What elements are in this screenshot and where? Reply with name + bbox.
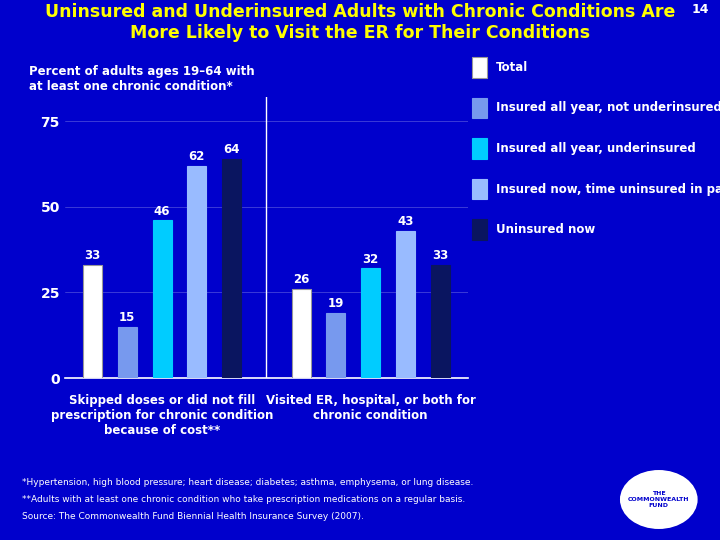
Text: THE
COMMONWEALTH
FUND: THE COMMONWEALTH FUND [628,491,690,508]
Text: 15: 15 [120,311,135,324]
Bar [153,220,171,378]
Text: 43: 43 [397,215,413,228]
Text: Insured all year, not underinsured: Insured all year, not underinsured [496,102,720,114]
Text: Insured now, time uninsured in past year: Insured now, time uninsured in past year [496,183,720,195]
Bar [222,159,241,378]
Text: 33: 33 [84,249,101,262]
Text: 26: 26 [293,273,310,286]
Bar [431,265,450,378]
Bar [396,231,415,378]
Text: Visited ER, hospital, or both for
chronic condition: Visited ER, hospital, or both for chroni… [266,394,476,422]
Text: 46: 46 [154,205,171,218]
Bar [118,327,137,378]
Text: *Hypertension, high blood pressure; heart disease; diabetes; asthma, emphysema, : *Hypertension, high blood pressure; hear… [22,478,473,487]
Text: 32: 32 [363,253,379,266]
Bar [326,313,346,378]
Text: Uninsured and Underinsured Adults with Chronic Conditions Are
More Likely to Vis: Uninsured and Underinsured Adults with C… [45,3,675,42]
Text: **Adults with at least one chronic condition who take prescription medications o: **Adults with at least one chronic condi… [22,495,465,504]
Text: Skipped doses or did not fill
prescription for chronic condition
because of cost: Skipped doses or did not fill prescripti… [51,394,274,437]
Text: Percent of adults ages 19–64 with
at least one chronic condition*: Percent of adults ages 19–64 with at lea… [29,65,254,93]
Text: 14: 14 [692,3,709,16]
Text: Total: Total [496,61,528,74]
Bar [187,166,207,378]
Text: 19: 19 [328,297,344,310]
Bar [83,265,102,378]
Text: Uninsured now: Uninsured now [496,223,595,236]
Bar [292,289,311,378]
Text: 64: 64 [223,143,240,156]
Text: 62: 62 [189,150,205,163]
Text: Source: The Commonwealth Fund Biennial Health Insurance Survey (2007).: Source: The Commonwealth Fund Biennial H… [22,512,364,521]
Text: 33: 33 [432,249,449,262]
Bar [361,268,380,378]
Text: Insured all year, underinsured: Insured all year, underinsured [496,142,696,155]
